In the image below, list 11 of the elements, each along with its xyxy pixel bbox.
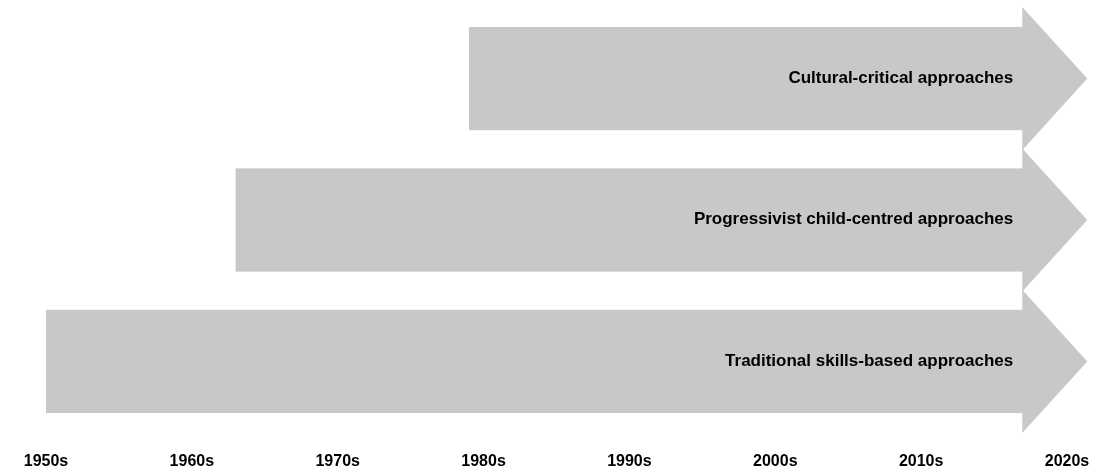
- y-tick-label: Traditional skills-based approaches: [725, 350, 1014, 370]
- y-tick-label: Progressivist child-centred approaches: [693, 209, 1014, 229]
- x-tick-label: 2000s: [753, 452, 798, 469]
- x-tick-label: 1990s: [607, 452, 652, 469]
- x-tick-label: 1970s: [315, 452, 361, 469]
- x-tick-label: 1980s: [461, 452, 506, 469]
- x-tick-label: 1960s: [169, 452, 215, 469]
- x-tick-label: 1950s: [23, 452, 69, 469]
- x-tick-label: 2010s: [898, 452, 944, 469]
- x-tick-label: 2020s: [1044, 452, 1090, 469]
- y-tick-label: Cultural-critical approaches: [788, 68, 1014, 88]
